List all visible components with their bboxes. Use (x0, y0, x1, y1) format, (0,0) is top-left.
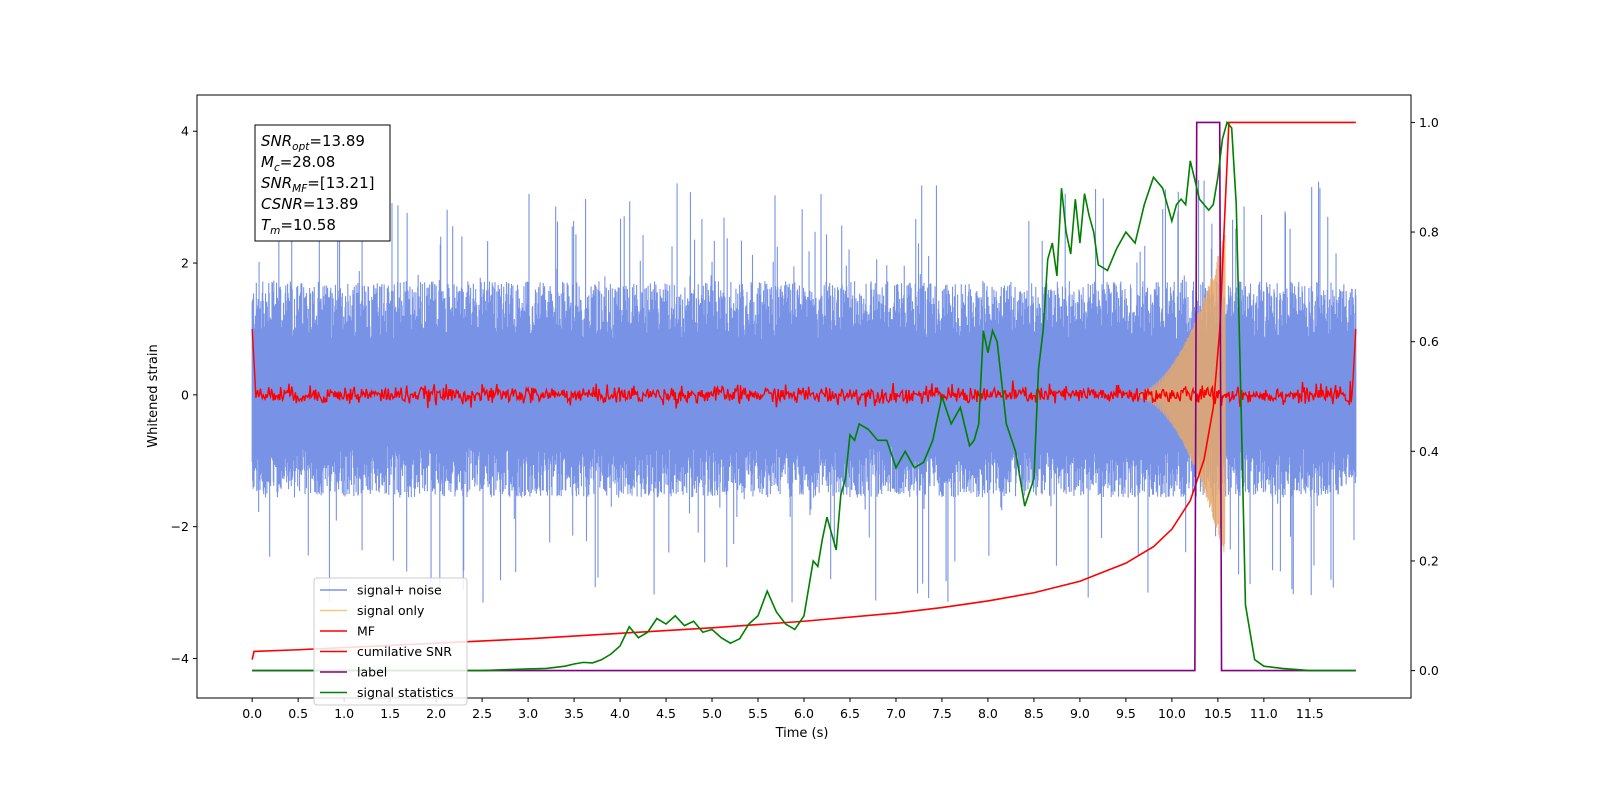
legend-frame (313, 577, 468, 706)
stats-box: SNRopt=13.89Mc=28.08SNRMF=[13.21]CSNR=13… (254, 124, 391, 242)
x-tick-label: 4.5 (656, 706, 676, 721)
legend: signal+ noise signal only MF cumilative SNR… (313, 577, 468, 706)
x-tick-label: 11.0 (1250, 706, 1278, 721)
y-tick-label: 4 (181, 124, 189, 139)
x-tick-label: 4.0 (610, 706, 630, 721)
y2-tick-label: 0.8 (1419, 225, 1439, 240)
stats-line: SNRMF=[13.21] (261, 174, 375, 195)
stats-line: Mc=28.08 (261, 153, 335, 174)
x-tick-label: 8.5 (1024, 706, 1044, 721)
x-tick-label: 1.0 (334, 706, 354, 721)
y-tick-label: −2 (171, 519, 189, 534)
legend-label: MF (357, 624, 375, 639)
x-tick-label: 9.0 (1070, 706, 1090, 721)
x-tick-label: 11.5 (1296, 706, 1324, 721)
mf-line (251, 328, 1357, 409)
x-tick-label: 9.5 (1116, 706, 1136, 721)
x-tick-label: 10.0 (1158, 706, 1186, 721)
x-tick-label: 0.5 (288, 706, 308, 721)
y-tick-label: 0 (181, 387, 189, 402)
y2-axis-ticks: 0.0 0.2 0.4 0.6 0.8 1.0 (1411, 115, 1439, 678)
x-tick-label: 3.5 (564, 706, 584, 721)
x-tick-label: 5.0 (702, 706, 722, 721)
stats-line: SNRopt=13.89 (261, 132, 365, 153)
stats-line: CSNR=13.89 (261, 195, 358, 213)
legend-label: signal only (357, 603, 425, 618)
legend-label: signal statistics (357, 685, 454, 700)
legend-label: cumilative SNR (357, 644, 452, 659)
legend-label: label (357, 665, 387, 680)
x-tick-label: 10.5 (1204, 706, 1232, 721)
y2-tick-label: 0.4 (1419, 444, 1439, 459)
y-tick-label: 2 (181, 256, 189, 271)
x-tick-label: 2.0 (426, 706, 446, 721)
series-mf (251, 328, 1357, 409)
x-axis-label: Time (s) (775, 726, 829, 741)
x-tick-label: 6.5 (840, 706, 860, 721)
y2-tick-label: 0.6 (1419, 334, 1439, 349)
y2-tick-label: 0.0 (1419, 663, 1439, 678)
stats-box-frame (254, 124, 391, 242)
x-tick-label: 7.5 (932, 706, 952, 721)
x-axis-ticks: 0.0 0.5 1.0 1.5 2.0 2.5 3.0 3.5 4.0 4.5 5.0 5.5 6.0 6… (242, 698, 1324, 721)
x-tick-label: 8.0 (978, 706, 998, 721)
x-tick-label: 0.0 (242, 706, 262, 721)
signal-chirp (1125, 234, 1226, 553)
stats-box-lines: SNRopt=13.89Mc=28.08SNRMF=[13.21]CSNR=13… (261, 132, 375, 237)
legend-label: signal+ noise (357, 583, 442, 598)
x-tick-label: 1.5 (380, 706, 400, 721)
stats-line: Tm=10.58 (261, 216, 336, 237)
x-tick-label: 3.0 (518, 706, 538, 721)
y-tick-label: −4 (171, 651, 189, 666)
x-tick-label: 7.0 (886, 706, 906, 721)
series-signal-statistics (252, 120, 1356, 672)
series-label (252, 121, 1356, 672)
x-tick-label: 5.5 (748, 706, 768, 721)
y2-tick-label: 0.2 (1419, 553, 1439, 568)
x-tick-label: 2.5 (472, 706, 492, 721)
x-tick-label: 6.0 (794, 706, 814, 721)
series-signal-only (1125, 234, 1226, 553)
y-axis-ticks: −4 −2 0 2 4 (171, 124, 197, 666)
y-axis-label: Whitened strain (146, 344, 161, 447)
y2-tick-label: 1.0 (1419, 115, 1439, 130)
legend-entries: signal+ noise signal only MF cumilative SNR… (320, 583, 454, 700)
